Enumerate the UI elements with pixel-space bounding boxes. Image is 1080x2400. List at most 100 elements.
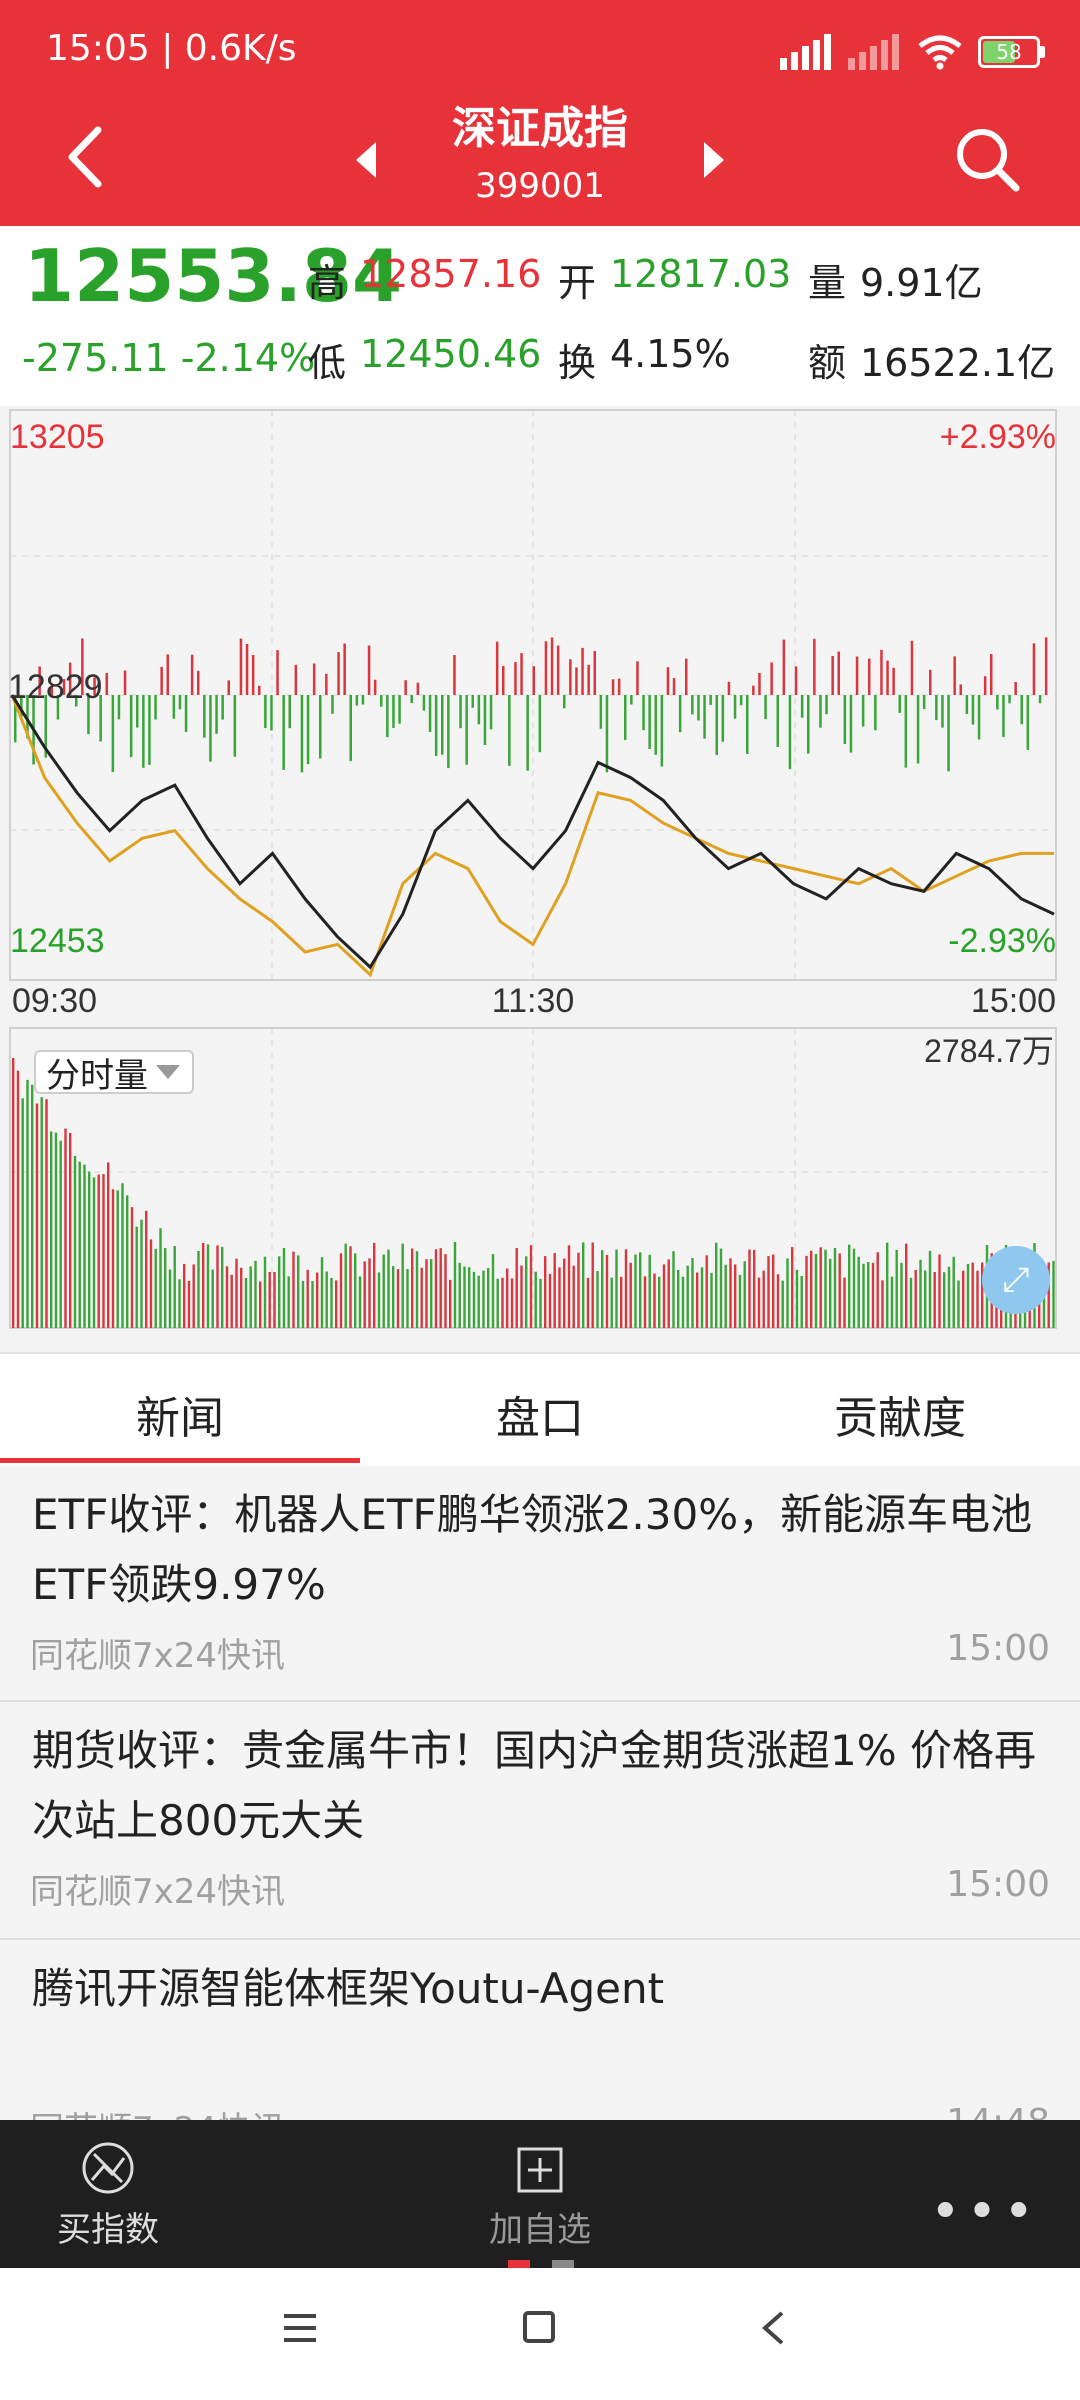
high-value: 12857.16 <box>360 252 542 296</box>
volume-bar <box>605 1255 609 1328</box>
wifi-icon <box>918 35 962 70</box>
change-bar <box>898 695 901 713</box>
change-bar <box>880 649 883 695</box>
change-bar <box>367 645 371 695</box>
change-bar <box>697 695 700 721</box>
back-icon[interactable] <box>760 2310 786 2346</box>
change-bar <box>325 673 328 695</box>
home-icon[interactable] <box>522 2310 556 2344</box>
volume-mode-select[interactable]: 分时量 <box>34 1050 194 1096</box>
add-icon[interactable] <box>516 2146 564 2194</box>
change-bar <box>270 695 273 731</box>
change-bar <box>453 655 456 695</box>
change-bar <box>807 695 810 754</box>
change-bar <box>813 638 816 695</box>
open-value: 12817.03 <box>610 252 792 296</box>
chevron-down-icon <box>156 1065 180 1079</box>
chart-area[interactable]: 13205 12829 12453 +2.93% -2.93% 09:30 11… <box>0 406 1080 1352</box>
change-bar <box>331 695 334 714</box>
tab-news[interactable]: 新闻 <box>136 1393 224 1444</box>
change-bar <box>111 695 115 772</box>
change-bar <box>288 695 291 729</box>
change-bar <box>495 641 499 695</box>
news-item[interactable]: 期货收评：贵金属牛市！国内沪金期货涨超1% 价格再次站上800元大关 同花顺7x… <box>0 1702 1080 1940</box>
change-bar <box>276 650 279 695</box>
more-icon[interactable]: ••• <box>930 2182 1041 2242</box>
volume-bar <box>83 1164 86 1328</box>
change-bar <box>941 695 944 728</box>
volume-bar <box>705 1255 708 1328</box>
news-item[interactable]: 腾讯开源智能体框架Youtu-Agent 同花顺7x24快讯 14:48 <box>0 1940 1080 2120</box>
turnover-value: 4.15% <box>610 332 731 376</box>
volume-bar <box>501 1277 504 1328</box>
volume-bar <box>534 1271 537 1328</box>
change-bar <box>520 653 523 695</box>
page-indicator <box>552 2260 574 2268</box>
change-bar <box>849 695 853 753</box>
change-bar <box>727 681 731 695</box>
volume-bar <box>487 1268 490 1328</box>
change-bar <box>709 695 712 705</box>
volume-bar <box>406 1269 409 1328</box>
buy-index-icon[interactable] <box>80 2140 136 2196</box>
volume-bar <box>881 1280 884 1328</box>
change-bar <box>1032 643 1036 695</box>
change-bar <box>361 695 365 705</box>
change-bar <box>154 695 157 720</box>
change-bar <box>819 695 822 728</box>
volume-bar <box>696 1272 699 1328</box>
volume-bar <box>164 1248 167 1328</box>
back-arrow-icon[interactable] <box>58 122 118 192</box>
change-bar <box>837 651 840 695</box>
change-bar <box>81 638 84 695</box>
change-bar <box>447 695 450 769</box>
volume-bar <box>791 1247 794 1328</box>
volume-bar <box>358 1276 362 1328</box>
add-watchlist-button[interactable]: 加自选 <box>489 2210 591 2250</box>
change-bar <box>123 670 127 695</box>
buy-index-button[interactable]: 买指数 <box>57 2210 159 2250</box>
volume-bar <box>244 1277 248 1328</box>
volume-bar <box>434 1249 438 1328</box>
prev-triangle-icon[interactable] <box>352 140 380 180</box>
volume-bar <box>962 1270 965 1328</box>
news-item[interactable]: ETF收评：机器人ETF鹏华领涨2.30%，新能源车电池ETF领跌9.97% 同… <box>0 1466 1080 1702</box>
next-triangle-icon[interactable] <box>700 140 728 180</box>
bottom-action-bar <box>0 2120 1080 2268</box>
tab-orderbook[interactable]: 盘口 <box>496 1393 584 1444</box>
volume-bar <box>634 1254 637 1328</box>
change-bar <box>209 695 212 762</box>
volume-bar <box>867 1262 870 1328</box>
change-bar <box>471 695 474 708</box>
change-bar <box>538 695 542 753</box>
change-bar <box>343 643 346 695</box>
change-bar <box>62 679 66 695</box>
volume-bar <box>26 1079 29 1328</box>
expand-icon[interactable]: ⤢ <box>982 1246 1050 1314</box>
change-bar <box>14 695 17 743</box>
menu-icon[interactable] <box>282 2312 318 2344</box>
change-bar <box>666 667 670 695</box>
index-title: 深证成指 <box>452 103 628 154</box>
volume-bar <box>914 1270 917 1328</box>
pct-top: +2.93% <box>940 418 1056 456</box>
change-bar <box>868 658 871 695</box>
change-bar <box>691 695 694 715</box>
change-bar <box>142 695 145 768</box>
volume-bar <box>439 1248 442 1328</box>
volume-bar <box>453 1241 457 1328</box>
volume-bar <box>563 1258 566 1328</box>
volume-bar <box>145 1210 148 1328</box>
tab-contribution[interactable]: 贡献度 <box>834 1393 966 1444</box>
change-bar <box>166 654 169 695</box>
search-icon[interactable] <box>952 124 1024 196</box>
volume-bar <box>686 1265 689 1328</box>
volume-bar <box>311 1281 314 1328</box>
volume-bar <box>259 1281 262 1328</box>
change-bar <box>129 695 133 758</box>
time-label-mid: 11:30 <box>492 982 575 1020</box>
change-bar <box>831 656 834 695</box>
volume-bar <box>458 1262 461 1328</box>
volume-bar <box>54 1132 58 1328</box>
change-bar <box>465 695 468 765</box>
